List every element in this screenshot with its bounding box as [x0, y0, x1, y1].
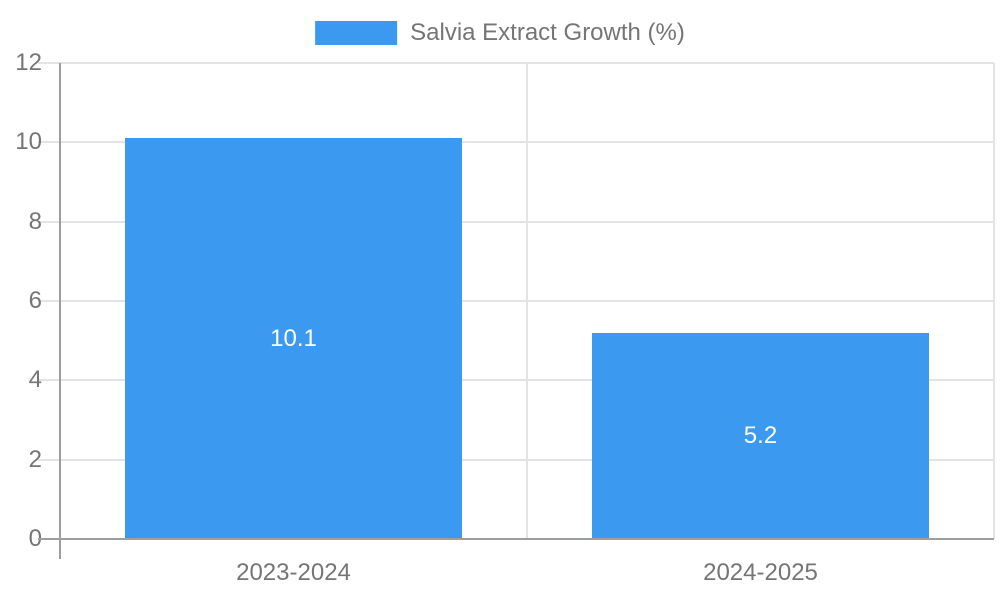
legend: Salvia Extract Growth (%): [315, 19, 685, 47]
bar-2024-2025[interactable]: [592, 332, 929, 539]
plot-area: 10.1 5.2: [38, 62, 995, 559]
gridline-y-12: [38, 62, 994, 64]
gridline-y-4: [38, 379, 994, 382]
legend-swatch: [315, 21, 398, 45]
legend-label: Salvia Extract Growth (%): [410, 19, 685, 46]
y-tick-label-6: 6: [28, 287, 42, 314]
gridline-y-6: [38, 300, 994, 302]
x-tick-label-2024-2025: 2024-2025: [703, 559, 818, 586]
y-tick-label-12: 12: [15, 49, 42, 76]
y-tick-label-4: 4: [28, 366, 42, 394]
bar-value-label-2024-2025: 5.2: [743, 421, 778, 449]
bar-2023-2024[interactable]: [125, 138, 462, 539]
y-tick-label-2: 2: [28, 445, 42, 473]
x-axis-baseline: [38, 538, 994, 540]
plot-right-border: [992, 63, 995, 539]
y-tick-label-0: 0: [28, 525, 42, 552]
gridline-y-10: [38, 141, 994, 144]
y-tick-label-10: 10: [15, 128, 42, 156]
gridline-x-separator: [525, 63, 528, 539]
x-tick-label-2023-2024: 2023-2024: [236, 559, 351, 586]
bar-value-label-2023-2024: 10.1: [270, 324, 317, 352]
gridline-y-8: [38, 220, 994, 223]
y-axis-line: [59, 63, 61, 559]
gridline-y-2: [38, 458, 994, 461]
y-tick-label-8: 8: [28, 207, 42, 235]
